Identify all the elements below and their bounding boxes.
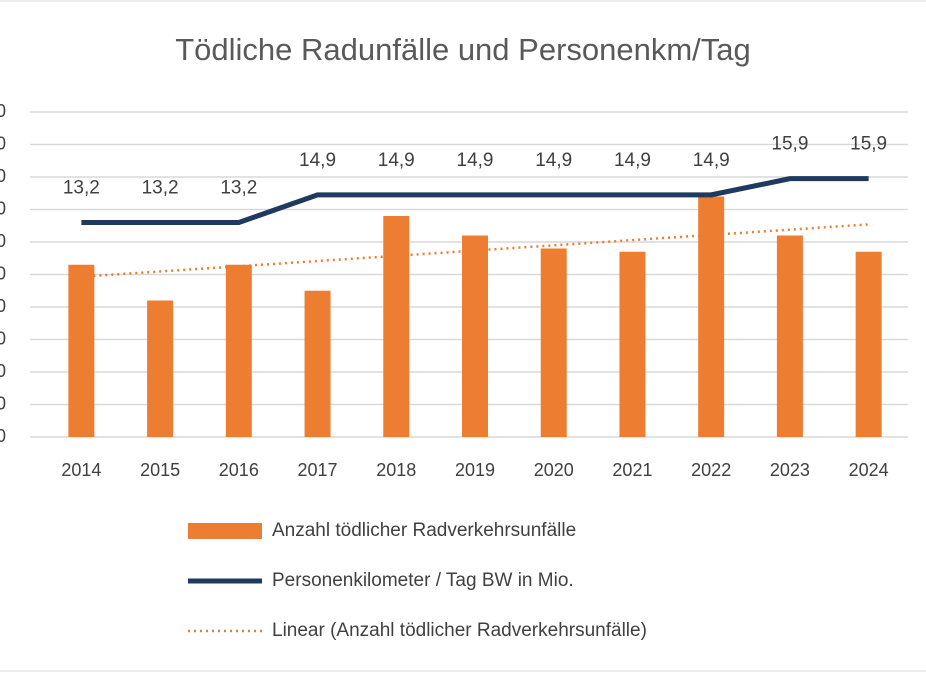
y-tick-label: 80 <box>0 166 6 186</box>
data-label: 13,2 <box>220 178 257 199</box>
y-tick-label: 10 <box>0 393 6 413</box>
data-label: 14,9 <box>614 150 651 171</box>
data-label: 14,9 <box>693 150 730 171</box>
bar <box>304 290 331 437</box>
x-tick-label: 2017 <box>298 460 338 480</box>
x-tick-label: 2015 <box>140 460 180 480</box>
x-tick-label: 2014 <box>61 460 101 480</box>
x-tick-label: 2022 <box>691 460 731 480</box>
x-tick-label: 2024 <box>849 460 889 480</box>
x-tick-label: 2018 <box>376 460 416 480</box>
bar <box>68 264 95 437</box>
x-tick-label: 2019 <box>455 460 495 480</box>
y-tick-label: 0 <box>0 426 6 446</box>
y-tick-label: 70 <box>0 198 6 218</box>
data-label: 14,9 <box>378 150 415 171</box>
y-tick-label: 100 <box>0 101 6 121</box>
data-label: 14,9 <box>457 150 494 171</box>
legend-swatch <box>188 523 262 539</box>
bar <box>383 216 410 437</box>
bar <box>619 251 646 437</box>
bar <box>225 264 252 437</box>
data-label: 13,2 <box>63 178 100 199</box>
bar <box>776 235 803 437</box>
x-tick-label: 2020 <box>534 460 574 480</box>
y-tick-label: 50 <box>0 263 6 283</box>
y-tick-label: 20 <box>0 361 6 381</box>
data-label: 15,9 <box>771 134 808 155</box>
x-tick-label: 2016 <box>219 460 259 480</box>
line <box>81 176 869 225</box>
y-tick-label: 90 <box>0 133 6 153</box>
data-label: 15,9 <box>850 134 887 155</box>
y-tick-label: 40 <box>0 296 6 316</box>
y-tick-label: 60 <box>0 231 6 251</box>
data-label: 14,9 <box>535 150 572 171</box>
bar <box>855 251 882 437</box>
bar <box>540 248 567 437</box>
x-tick-label: 2021 <box>612 460 652 480</box>
legend-label: Linear (Anzahl tödlicher Radverkehrsunfä… <box>272 620 647 641</box>
data-label: 13,2 <box>142 178 179 199</box>
data-label: 14,9 <box>299 150 336 171</box>
x-tick-label: 2023 <box>770 460 810 480</box>
legend-label: Personenkilometer / Tag BW in Mio. <box>272 570 574 591</box>
chart-title: Tödliche Radunfälle und Personenkm/Tag <box>175 32 751 67</box>
y-tick-label: 30 <box>0 328 6 348</box>
legend-label: Anzahl tödlicher Radverkehrsunfälle <box>272 520 576 541</box>
bar <box>462 235 488 437</box>
bar <box>698 196 725 437</box>
bar <box>147 300 174 437</box>
